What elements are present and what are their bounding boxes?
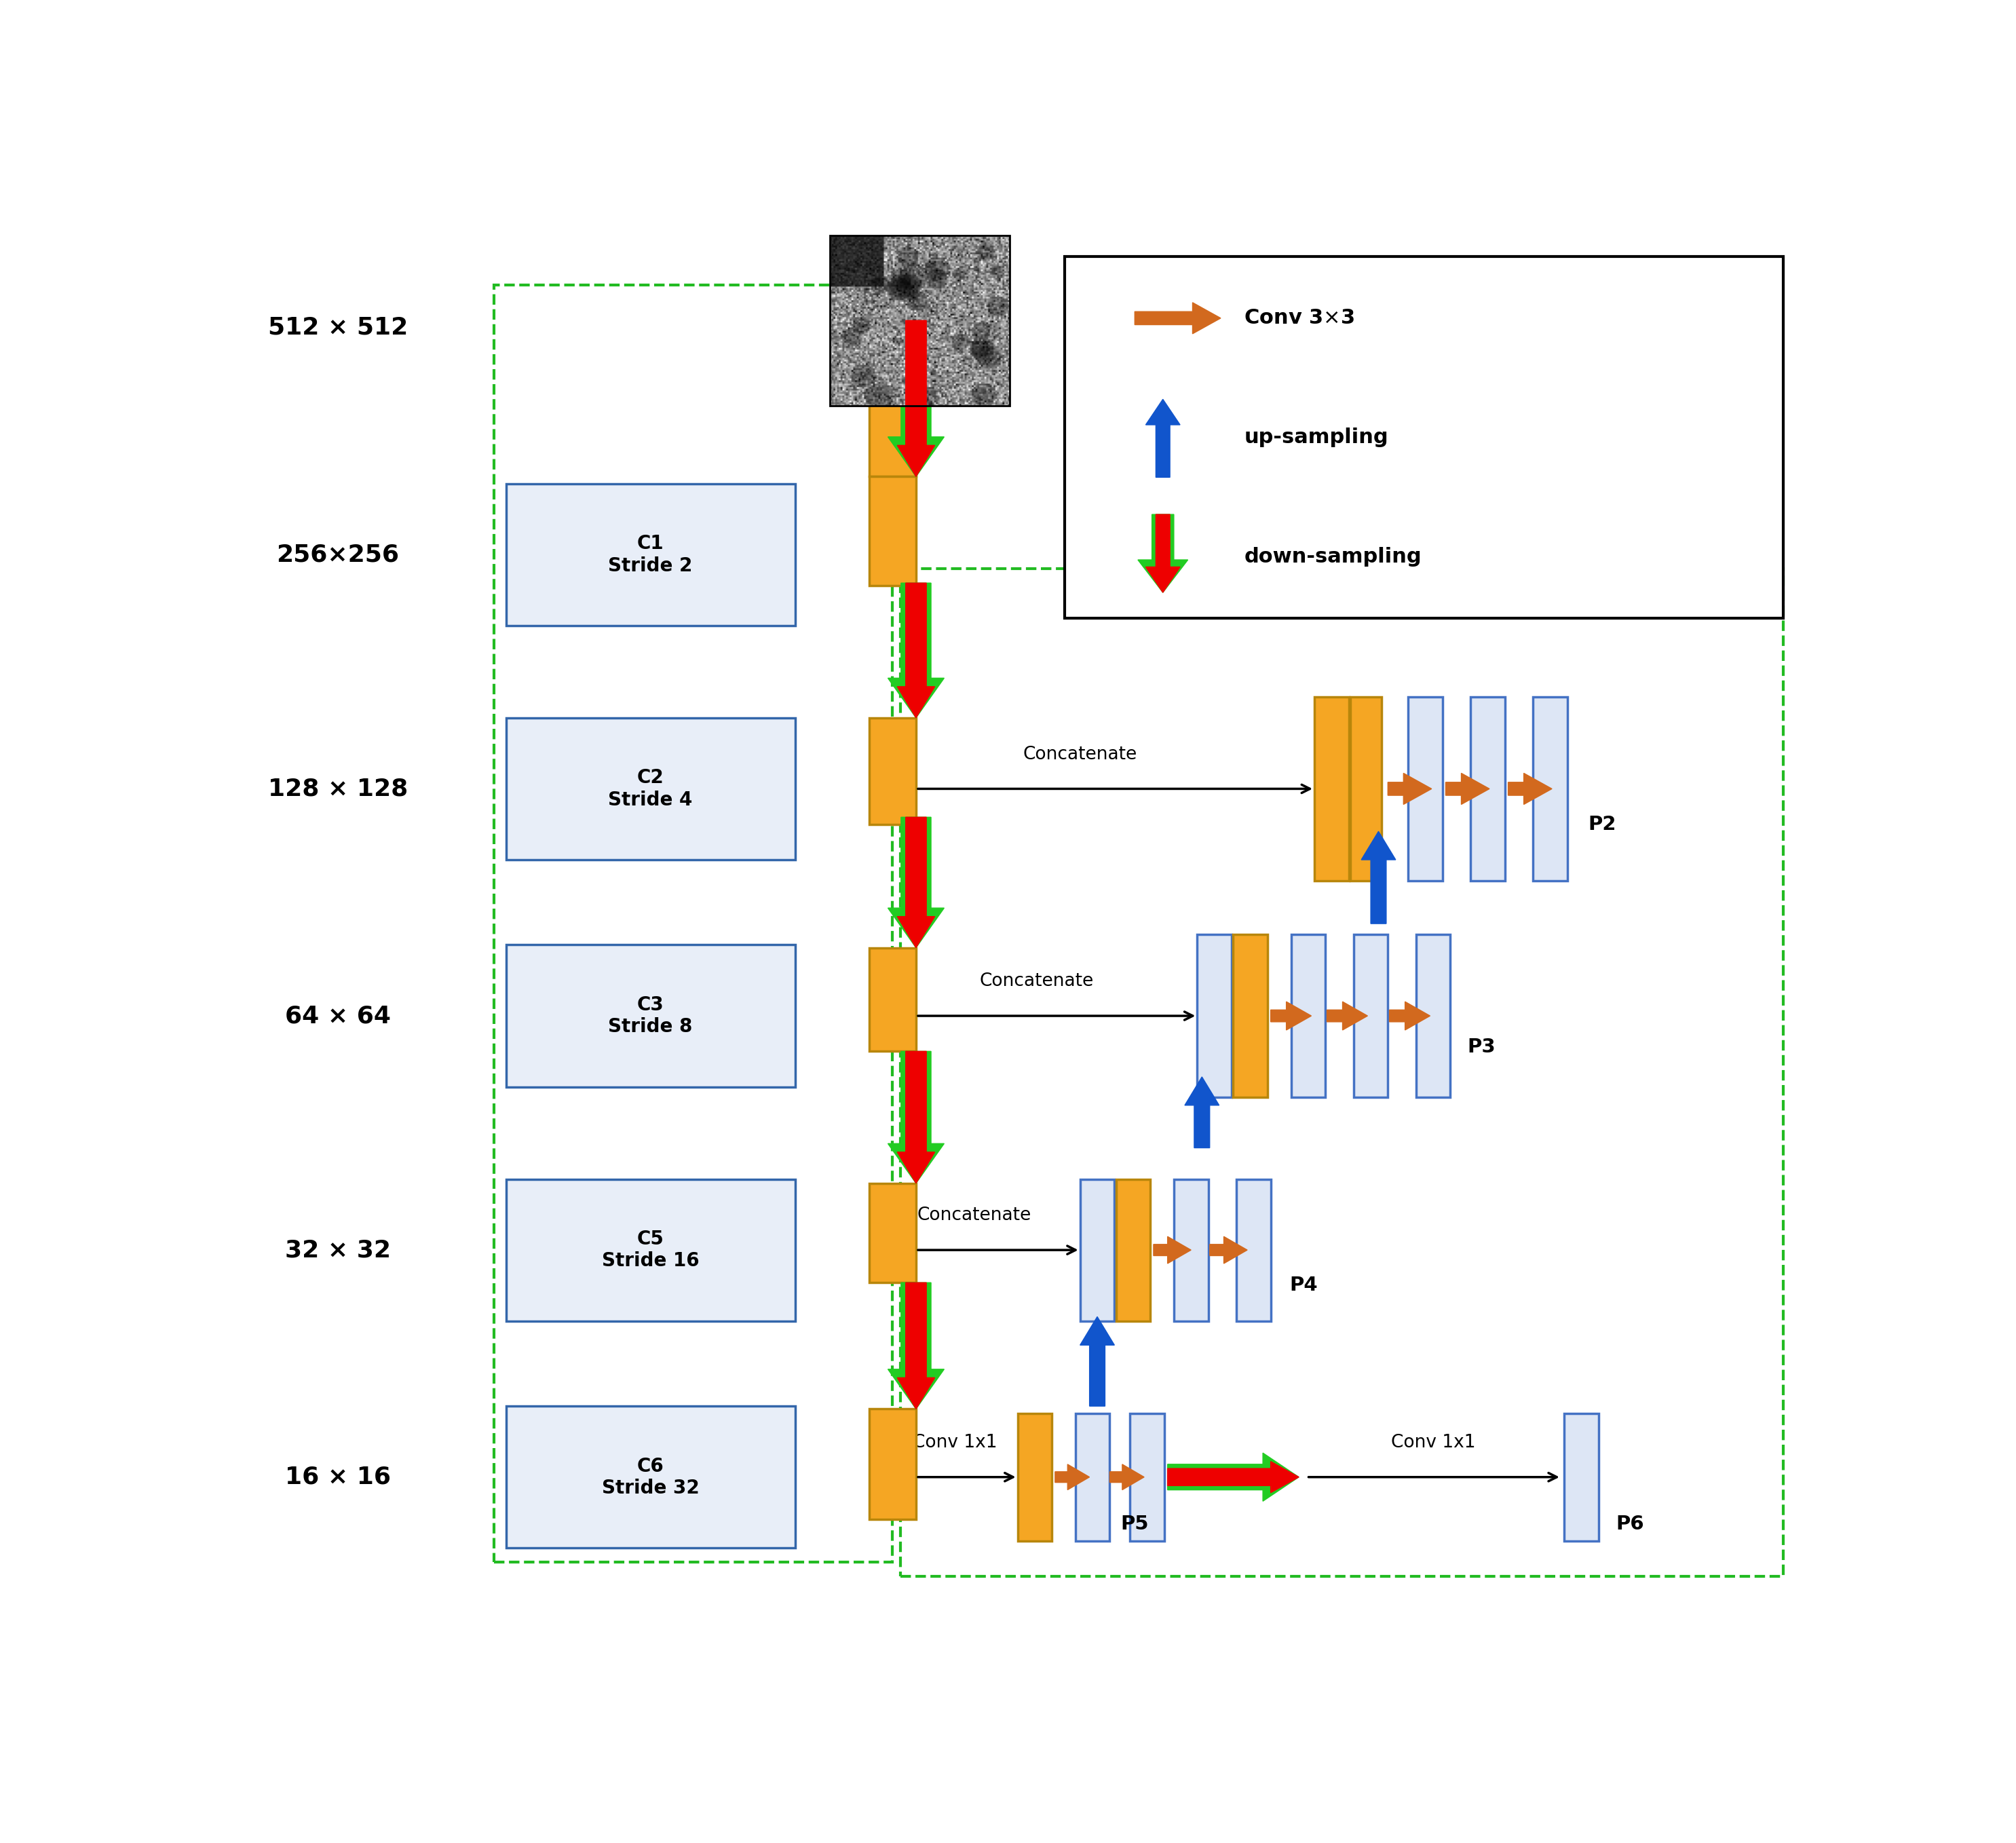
Text: down-sampling: down-sampling	[1244, 547, 1421, 568]
FancyArrow shape	[897, 321, 935, 477]
FancyBboxPatch shape	[506, 483, 794, 625]
FancyArrow shape	[887, 1283, 943, 1408]
FancyBboxPatch shape	[506, 1180, 794, 1321]
Bar	[1173, 1180, 1208, 1321]
FancyArrow shape	[1054, 1465, 1089, 1489]
FancyArrow shape	[1145, 400, 1179, 477]
Bar	[1081, 1180, 1115, 1321]
Text: 128 × 128: 128 × 128	[268, 778, 407, 800]
Bar	[869, 1408, 915, 1520]
FancyBboxPatch shape	[506, 945, 794, 1087]
Bar	[1290, 934, 1325, 1097]
Text: Conv 1x1: Conv 1x1	[913, 1434, 998, 1452]
FancyArrow shape	[1145, 514, 1179, 592]
Text: Conv 1x1: Conv 1x1	[1391, 1434, 1476, 1452]
FancyArrow shape	[1270, 1003, 1310, 1030]
FancyArrow shape	[1361, 831, 1395, 923]
FancyArrow shape	[1167, 1461, 1298, 1493]
Bar	[1234, 934, 1268, 1097]
Text: Concatenate: Concatenate	[1022, 746, 1137, 763]
FancyArrow shape	[887, 1051, 943, 1183]
Bar	[1131, 1414, 1165, 1541]
Bar	[901, 569, 1782, 1576]
Text: 256×256: 256×256	[276, 544, 399, 566]
Text: Concatenate: Concatenate	[917, 1207, 1030, 1224]
Bar	[1236, 1180, 1270, 1321]
Text: 512 × 512: 512 × 512	[268, 315, 407, 339]
Text: C2
Stride 4: C2 Stride 4	[609, 769, 694, 809]
Bar	[1353, 934, 1387, 1097]
Bar	[1351, 697, 1381, 881]
Text: P2: P2	[1589, 815, 1617, 833]
Text: Concatenate: Concatenate	[980, 973, 1093, 990]
Text: C3
Stride 8: C3 Stride 8	[609, 995, 694, 1036]
FancyArrow shape	[1327, 1003, 1367, 1030]
FancyArrow shape	[887, 816, 943, 947]
Text: P6: P6	[1617, 1515, 1645, 1533]
Bar	[494, 286, 893, 1563]
Text: C1
Stride 2: C1 Stride 2	[609, 534, 694, 575]
Bar	[1075, 1414, 1109, 1541]
Bar	[869, 1183, 915, 1283]
FancyArrow shape	[887, 582, 943, 719]
FancyArrow shape	[1210, 1237, 1248, 1264]
FancyArrow shape	[887, 321, 943, 477]
Bar	[1407, 697, 1443, 881]
Bar	[869, 286, 915, 477]
FancyArrow shape	[1185, 1076, 1220, 1148]
FancyArrow shape	[1109, 1465, 1145, 1489]
Bar	[831, 236, 1010, 405]
Text: 32 × 32: 32 × 32	[284, 1238, 391, 1262]
Text: up-sampling: up-sampling	[1244, 428, 1389, 448]
Bar	[1198, 934, 1232, 1097]
Text: Conv 3$\times$3: Conv 3$\times$3	[1244, 308, 1355, 328]
FancyArrow shape	[897, 582, 935, 719]
FancyArrow shape	[1081, 1316, 1115, 1406]
Bar	[869, 719, 915, 824]
Bar	[1472, 697, 1506, 881]
Bar	[869, 947, 915, 1051]
FancyArrow shape	[1135, 302, 1222, 334]
Bar	[1564, 1414, 1599, 1541]
FancyArrow shape	[1137, 514, 1187, 592]
FancyBboxPatch shape	[506, 719, 794, 861]
Text: 64 × 64: 64 × 64	[284, 1004, 391, 1027]
Bar	[1064, 256, 1784, 619]
FancyArrow shape	[1389, 1003, 1429, 1030]
FancyArrow shape	[897, 1283, 935, 1408]
Text: 16 × 16: 16 × 16	[284, 1465, 391, 1489]
FancyArrow shape	[1508, 774, 1552, 804]
Text: P3: P3	[1468, 1038, 1496, 1056]
Text: P5: P5	[1121, 1515, 1149, 1533]
FancyArrow shape	[1167, 1452, 1298, 1502]
Bar	[1314, 697, 1349, 881]
FancyBboxPatch shape	[506, 1406, 794, 1548]
FancyArrow shape	[897, 1051, 935, 1183]
Text: P4: P4	[1290, 1275, 1318, 1296]
Text: C6
Stride 32: C6 Stride 32	[601, 1456, 700, 1498]
Text: C5
Stride 16: C5 Stride 16	[601, 1229, 700, 1270]
Bar	[1018, 1414, 1052, 1541]
FancyArrow shape	[1445, 774, 1490, 804]
Bar	[1117, 1180, 1151, 1321]
Bar	[869, 477, 915, 586]
FancyArrow shape	[897, 816, 935, 947]
FancyArrow shape	[1387, 774, 1431, 804]
FancyArrow shape	[1153, 1237, 1191, 1264]
Bar	[1415, 934, 1450, 1097]
Bar	[1532, 697, 1568, 881]
